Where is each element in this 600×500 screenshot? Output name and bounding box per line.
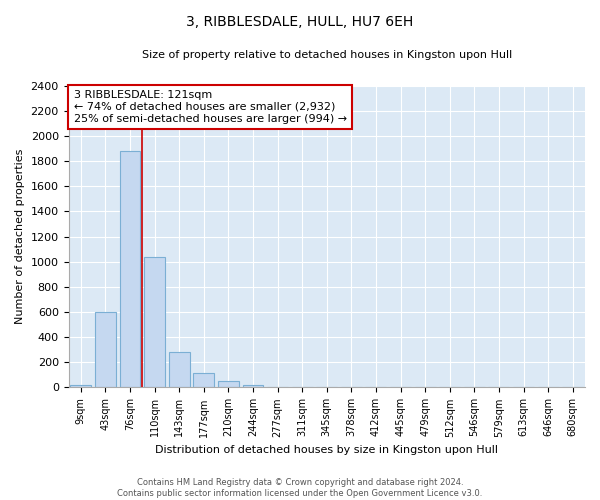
Bar <box>218 382 239 388</box>
Text: 3 RIBBLESDALE: 121sqm
← 74% of detached houses are smaller (2,932)
25% of semi-d: 3 RIBBLESDALE: 121sqm ← 74% of detached … <box>74 90 347 124</box>
Bar <box>144 256 165 388</box>
Title: Size of property relative to detached houses in Kingston upon Hull: Size of property relative to detached ho… <box>142 50 512 60</box>
Bar <box>193 373 214 388</box>
Bar <box>119 151 140 388</box>
Y-axis label: Number of detached properties: Number of detached properties <box>15 149 25 324</box>
Bar <box>242 385 263 388</box>
Text: Contains HM Land Registry data © Crown copyright and database right 2024.
Contai: Contains HM Land Registry data © Crown c… <box>118 478 482 498</box>
X-axis label: Distribution of detached houses by size in Kingston upon Hull: Distribution of detached houses by size … <box>155 445 498 455</box>
Bar <box>95 312 116 388</box>
Text: 3, RIBBLESDALE, HULL, HU7 6EH: 3, RIBBLESDALE, HULL, HU7 6EH <box>187 15 413 29</box>
Bar <box>169 352 190 388</box>
Bar <box>70 385 91 388</box>
